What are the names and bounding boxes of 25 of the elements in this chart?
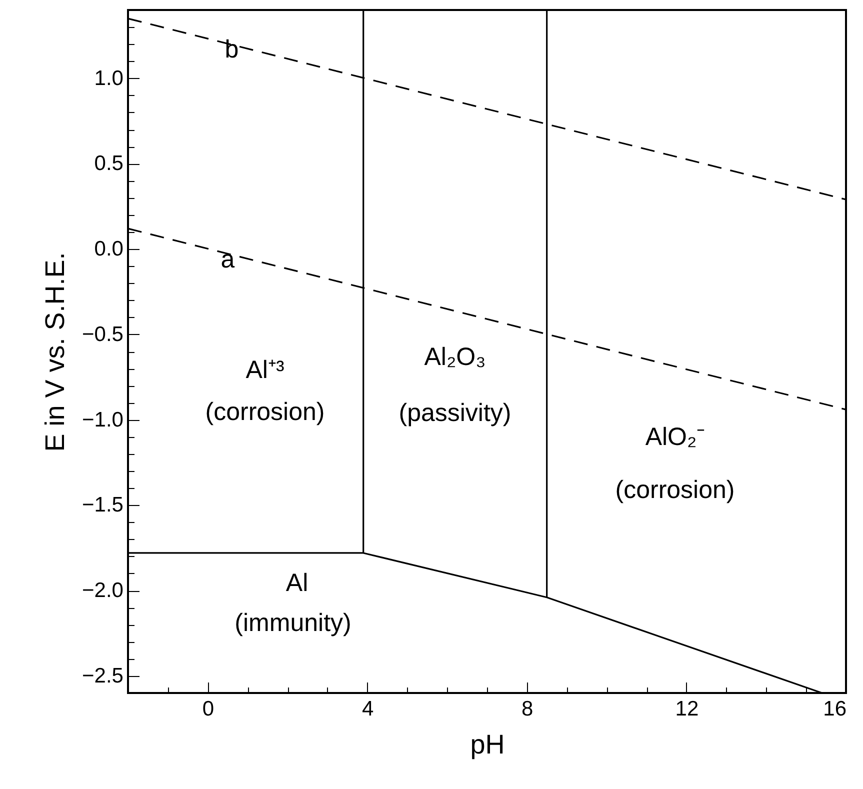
y-tick-label: −1.5 [82, 494, 124, 517]
x-tick-label: 0 [202, 698, 214, 720]
annotation: Al⁺³ [246, 356, 284, 384]
annotation: (immunity) [234, 609, 352, 637]
y-tick-label: −1.0 [82, 408, 124, 432]
y-axis-title: E in V vs. S.H.E. [40, 252, 70, 452]
annotation: Al₂O₃ [424, 343, 486, 371]
annotation: b [224, 35, 239, 64]
x-tick-label: 4 [362, 698, 374, 720]
x-tick-label: 16 [823, 698, 846, 720]
annotation: Al [286, 569, 308, 597]
annotation: AlO₂⁻ [645, 423, 705, 451]
x-axis-title: pH [470, 730, 505, 760]
x-tick-label: 8 [522, 698, 534, 720]
annotation: (corrosion) [615, 476, 735, 504]
y-tick-label: 1.0 [94, 66, 124, 90]
y-tick-label: 0.5 [94, 152, 124, 176]
y-tick-label: 0.0 [94, 238, 124, 261]
x-tick-label: 12 [675, 698, 699, 720]
annotation: (passivity) [398, 399, 512, 427]
y-tick-label: −2.0 [82, 579, 124, 602]
annotation: a [220, 245, 235, 274]
annotation: (corrosion) [205, 398, 325, 426]
y-tick-label: −2.5 [82, 664, 124, 688]
y-tick-label: −0.5 [82, 322, 124, 346]
